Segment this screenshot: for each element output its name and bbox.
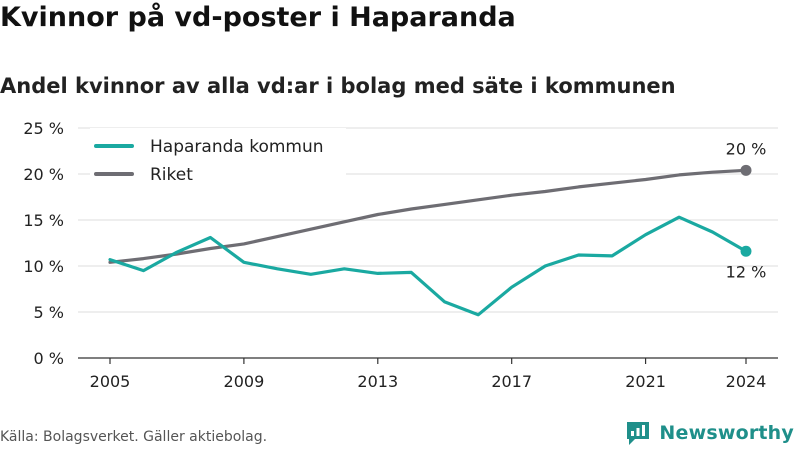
legend-label-riket: Riket [150,165,193,185]
x-axis: 2005 2009 2013 2017 2021 2024 [78,357,778,391]
x-tick-label: 2017 [491,372,532,391]
chart-subtitle: Andel kvinnor av alla vd:ar i bolag med … [0,74,676,98]
series-line-haparanda [108,215,748,317]
series-lines: 20 % 12 % [108,139,767,317]
x-tick-label: 2024 [726,372,767,391]
end-label-riket: 20 % [726,139,767,158]
y-tick-label: 10 % [23,257,64,276]
y-tick-label: 15 % [23,211,64,230]
newsworthy-logo-icon [627,422,650,445]
legend-label-haparanda: Haparanda kommun [150,137,324,157]
brand-name: Newsworthy [659,422,794,444]
end-point-haparanda [740,245,752,257]
source-note: Källa: Bolagsverket. Gäller aktiebolag. [0,429,268,445]
line-chart: 0 %5 %10 %15 %20 %25 % 2005 2009 2013 2017 2… [23,119,778,391]
y-tick-label: 0 % [34,349,64,368]
x-tick-label: 2021 [625,372,666,391]
x-tick-label: 2005 [90,372,131,391]
x-tick-label: 2009 [224,372,265,391]
legend-background [90,128,346,192]
end-point-riket [740,164,752,176]
chart-title: Kvinnor på vd-poster i Haparanda [0,2,516,33]
newsworthy-brand: Newsworthy [625,418,794,448]
legend: Haparanda kommun Riket [90,128,346,192]
y-axis: 0 % 5 % 10 % 15 % 20 % 25 % [23,119,64,368]
end-label-haparanda: 12 % [726,262,767,281]
y-tick-label: 25 % [23,119,64,138]
y-tick-label: 20 % [23,165,64,184]
series-line-riket [108,168,748,264]
x-tick-label: 2013 [357,372,398,391]
y-tick-label: 5 % [34,303,64,322]
